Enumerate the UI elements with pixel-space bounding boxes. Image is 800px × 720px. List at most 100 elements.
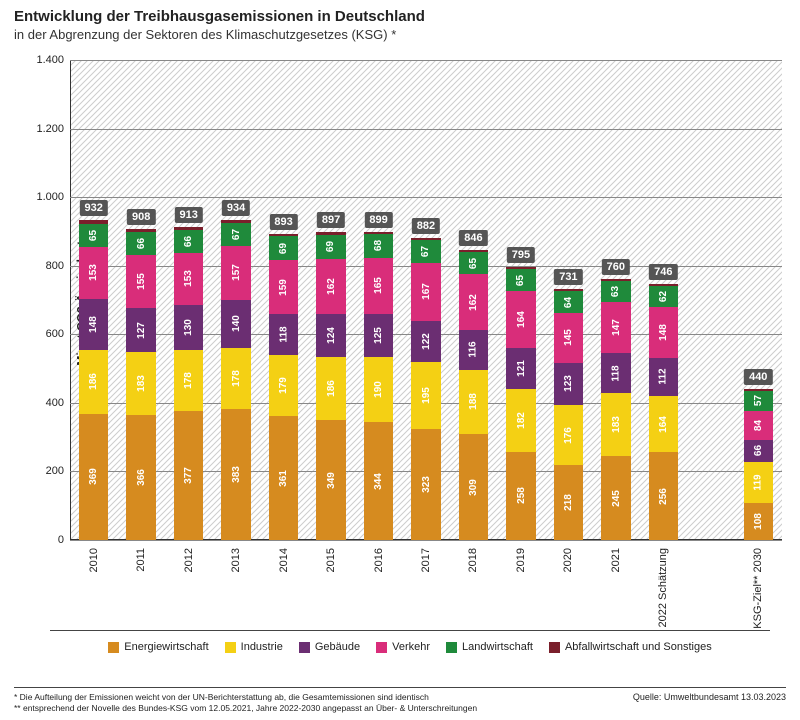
segment-value: 179 — [278, 377, 289, 394]
ytick-label: 800 — [46, 260, 70, 272]
bar-segment-energie: 323 — [411, 429, 440, 540]
bar-segment-landwirt: 68 — [364, 234, 393, 257]
grid-line — [70, 540, 782, 541]
total-badge: 746 — [649, 264, 677, 280]
bar-segment-abfall — [744, 389, 773, 391]
x-category-label: 2014 — [278, 548, 290, 572]
segment-value: 369 — [88, 468, 99, 485]
total-badge: 893 — [269, 214, 297, 230]
legend-item-industrie: Industrie — [225, 641, 283, 653]
bar-segment-verkehr: 148 — [649, 307, 678, 358]
segment-value: 67 — [420, 246, 431, 257]
bar-segment-industrie: 186 — [79, 350, 108, 414]
bar-column: 36117911815969893 — [269, 60, 298, 540]
x-category-label: 2017 — [420, 548, 432, 572]
segment-value: 377 — [183, 467, 194, 484]
x-category-label: 2020 — [562, 548, 574, 572]
segment-value: 176 — [563, 427, 574, 444]
segment-value: 349 — [326, 472, 337, 489]
bar-segment-industrie: 183 — [126, 352, 155, 415]
bar-column: 218 176 123 145 64 731 — [554, 60, 583, 540]
bar-segment-gebaeude: 118 — [269, 314, 298, 354]
bar-segment-verkehr: 155 — [126, 255, 155, 308]
bar-segment-gebaeude: 130 — [174, 305, 203, 350]
total-badge: 934 — [222, 200, 250, 216]
bar-column: 32319512216767882 — [411, 60, 440, 540]
ytick-label: 0 — [58, 534, 70, 546]
x-category-label: 2021 — [610, 548, 622, 572]
legend-label: Gebäude — [315, 641, 360, 653]
bar-segment-energie: 108 — [744, 503, 773, 540]
bar-segment-landwirt: 66 — [126, 232, 155, 255]
total-badge: 731 — [554, 269, 582, 285]
ytick-label: 600 — [46, 328, 70, 340]
legend-item-landwirt: Landwirtschaft — [446, 641, 533, 653]
bar-segment-gebaeude: 121 — [506, 348, 535, 389]
segment-value: 162 — [326, 278, 337, 295]
segment-value: 164 — [515, 311, 526, 328]
segment-value: 366 — [136, 469, 147, 486]
bar-segment-landwirt: 65 — [79, 224, 108, 246]
bar-segment-verkehr: 84 — [744, 411, 773, 440]
segment-value: 64 — [563, 297, 574, 308]
bar-segment-verkehr: 164 — [506, 291, 535, 347]
bar-segment-industrie: 195 — [411, 362, 440, 429]
segment-value: 118 — [278, 327, 289, 343]
segment-value: 69 — [326, 241, 337, 252]
x-category-label: 2010 — [88, 548, 100, 572]
bar-segment-industrie: 183 — [601, 393, 630, 456]
legend-swatch — [376, 642, 387, 653]
bar-segment-energie: 218 — [554, 465, 583, 540]
segment-value: 140 — [231, 315, 242, 332]
segment-value: 67 — [231, 229, 242, 240]
segment-value: 123 — [563, 376, 574, 393]
bar-segment-verkehr: 145 — [554, 313, 583, 363]
segment-value: 66 — [753, 445, 764, 456]
segment-value: 309 — [468, 479, 479, 496]
segment-value: 164 — [658, 416, 669, 433]
legend-swatch — [108, 642, 119, 653]
bar-segment-energie: 256 — [649, 452, 678, 540]
total-badge: 440 — [744, 369, 772, 385]
bar-segment-abfall — [126, 229, 155, 233]
ytick-label: 1.000 — [36, 191, 70, 203]
x-category-label: 2022 Schätzung — [657, 548, 669, 628]
bar-segment-gebaeude: 116 — [459, 330, 488, 370]
bar-column: 34918612416269897 — [316, 60, 345, 540]
bar-segment-industrie: 119 — [744, 462, 773, 503]
segment-value: 344 — [373, 473, 384, 490]
legend-swatch — [225, 642, 236, 653]
bar-segment-industrie: 186 — [316, 357, 345, 421]
bar-segment-verkehr: 147 — [601, 302, 630, 352]
bar-segment-landwirt: 57 — [744, 391, 773, 411]
x-category-label: 2016 — [373, 548, 385, 572]
bar-segment-energie: 349 — [316, 420, 345, 540]
total-badge: 899 — [364, 212, 392, 228]
bar-column: 37717813015366913 — [174, 60, 203, 540]
bar-segment-industrie: 182 — [506, 389, 535, 451]
bar-segment-industrie: 178 — [174, 350, 203, 411]
legend-swatch — [299, 642, 310, 653]
segment-value: 63 — [610, 286, 621, 297]
bar-segment-abfall — [649, 284, 678, 285]
bar-segment-energie: 383 — [221, 409, 250, 540]
segment-value: 148 — [88, 316, 99, 333]
bar-segment-energie: 245 — [601, 456, 630, 540]
segment-value: 130 — [183, 319, 194, 336]
bar-column: 108 119 66 8457 440 — [744, 60, 773, 540]
bar-segment-energie: 377 — [174, 411, 203, 540]
legend-item-energie: Energiewirtschaft — [108, 641, 208, 653]
segment-value: 245 — [610, 490, 621, 507]
legend-item-verkehr: Verkehr — [376, 641, 430, 653]
bar-segment-abfall — [601, 279, 630, 280]
x-category-label: KSG-Ziel** 2030 — [752, 548, 764, 629]
bar-segment-verkehr: 162 — [459, 274, 488, 330]
x-category-label: 2011 — [135, 548, 147, 572]
bar-segment-verkehr: 162 — [316, 259, 345, 315]
bar-segment-landwirt: 64 — [554, 291, 583, 313]
segment-value: 155 — [136, 273, 147, 290]
segment-value: 153 — [88, 264, 99, 281]
bar-column: 25818212116465795 — [506, 60, 535, 540]
bar-column: 34419012516568899 — [364, 60, 393, 540]
segment-value: 119 — [753, 475, 764, 491]
